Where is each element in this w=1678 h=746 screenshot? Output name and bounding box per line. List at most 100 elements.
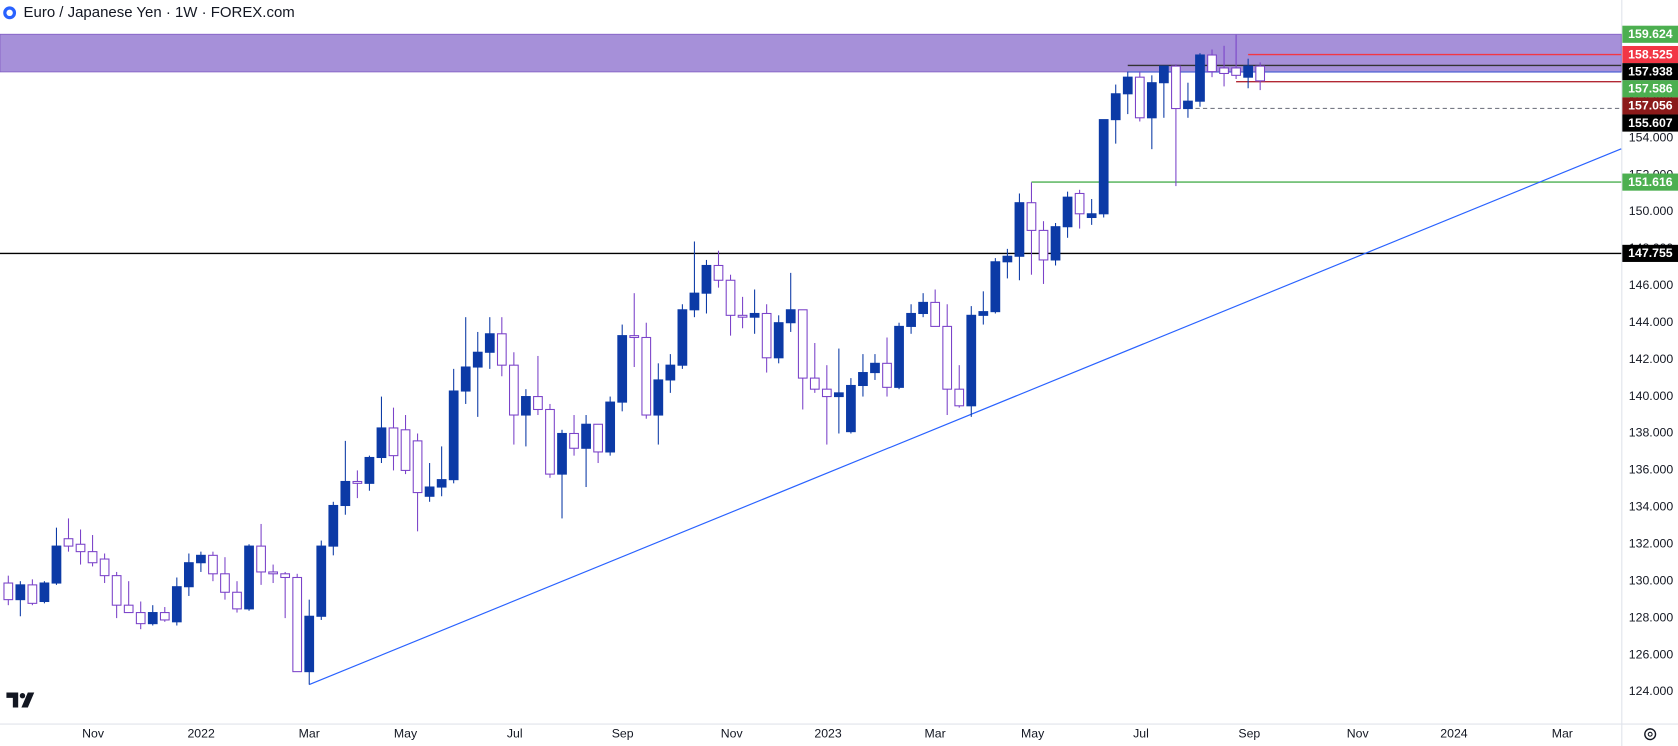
candle-body xyxy=(268,571,278,575)
price-label-bg xyxy=(1622,63,1678,81)
plot xyxy=(0,33,1622,686)
trendline xyxy=(309,148,1622,686)
candle-body xyxy=(1183,100,1193,110)
y-tick-label: 150.000 xyxy=(1629,204,1674,218)
candle-body xyxy=(701,264,712,294)
candle-body xyxy=(846,384,856,433)
x-tick-label: 2023 xyxy=(814,726,842,740)
candle-body xyxy=(63,538,74,547)
candle-body xyxy=(593,423,603,453)
candle-body xyxy=(545,408,555,475)
candle-body xyxy=(930,301,941,327)
candle-body xyxy=(208,554,218,575)
candle-body xyxy=(1171,65,1181,110)
candle-body xyxy=(196,554,206,564)
symbol-icon xyxy=(6,9,13,17)
candle-body xyxy=(159,612,170,621)
x-tick-label: Nov xyxy=(82,726,105,740)
candle-body xyxy=(713,264,724,281)
candle-body xyxy=(1038,229,1049,261)
candle-body xyxy=(557,432,567,475)
x-tick-label: 2022 xyxy=(187,726,215,740)
x-tick-label: Mar xyxy=(1552,726,1573,740)
x-tick-label: Nov xyxy=(1347,726,1370,740)
x-tick-label: Mar xyxy=(925,726,946,740)
y-tick-label: 154.000 xyxy=(1629,130,1674,144)
candle-body xyxy=(653,379,664,416)
candle-body xyxy=(954,388,965,407)
y-tick-label: 146.000 xyxy=(1629,278,1674,292)
candle-body xyxy=(833,392,844,398)
candle-body xyxy=(1122,76,1133,95)
price-label-bg xyxy=(1622,25,1678,43)
y-tick-label: 138.000 xyxy=(1629,426,1674,440)
candle-body xyxy=(858,372,868,387)
candle-body xyxy=(352,480,363,484)
candle-body xyxy=(641,336,652,416)
candle-body xyxy=(749,312,760,318)
candle-body xyxy=(978,311,989,316)
header: Euro / Japanese Yen · 1W · FOREX.com xyxy=(0,0,322,26)
candle-body xyxy=(569,432,579,449)
y-tick-label: 142.000 xyxy=(1629,352,1674,366)
settings[interactable] xyxy=(1644,728,1657,741)
y-tick-label: 132.000 xyxy=(1629,537,1674,551)
candle-body xyxy=(27,584,38,604)
candle-body xyxy=(424,486,435,497)
candle-body xyxy=(1014,202,1025,257)
candle-body xyxy=(605,401,616,453)
candle-body xyxy=(533,396,543,411)
candle-body xyxy=(1134,76,1145,119)
y-tick-label: 130.000 xyxy=(1629,573,1674,587)
candle-body xyxy=(388,427,399,457)
x-tick-label: Sep xyxy=(612,726,634,740)
candle-body xyxy=(135,612,146,625)
y-tick-label: 128.000 xyxy=(1629,610,1674,624)
x-tick-label: Jul xyxy=(507,726,523,740)
candle-body xyxy=(761,312,772,359)
candle-body xyxy=(364,456,375,484)
candle-body xyxy=(328,504,339,547)
candle-body xyxy=(39,582,50,603)
candle-body xyxy=(244,545,254,610)
logo xyxy=(6,692,35,708)
candle-body xyxy=(87,551,98,564)
candle-body xyxy=(220,573,230,593)
candle-body xyxy=(942,325,953,390)
candle-body xyxy=(990,261,1001,313)
price-label: 157.056 xyxy=(1628,99,1673,113)
price-label: 158.525 xyxy=(1628,47,1673,61)
candle-body xyxy=(629,335,640,339)
candle-body xyxy=(232,591,242,610)
candle-body xyxy=(412,440,423,494)
price-label-bg xyxy=(1622,45,1678,64)
candle-body xyxy=(1110,93,1121,121)
settings-icon[interactable] xyxy=(1644,728,1657,741)
price-label: 155.607 xyxy=(1628,116,1673,130)
x-tick-label: May xyxy=(394,726,418,740)
price-label-bg xyxy=(1622,80,1678,98)
candle-body xyxy=(1255,65,1266,82)
logo-mark xyxy=(19,693,26,699)
price-label-bg xyxy=(1622,173,1678,191)
y-tick-label: 126.000 xyxy=(1629,647,1674,661)
candle-body xyxy=(677,309,688,366)
x-tick-label: Nov xyxy=(721,726,744,740)
settings-icon[interactable] xyxy=(1647,731,1653,737)
candle-body xyxy=(376,427,387,459)
x-tick-label: 2024 xyxy=(1440,726,1468,740)
candle-body xyxy=(797,309,808,379)
candle-body xyxy=(906,312,916,327)
candle-body xyxy=(870,362,880,374)
candle-body xyxy=(75,543,86,553)
price-label: 147.755 xyxy=(1628,246,1673,260)
candle-body xyxy=(809,377,820,390)
candle-body xyxy=(436,479,447,488)
x-tick-label: Sep xyxy=(1238,726,1260,740)
candle-body xyxy=(111,575,122,606)
x-tick-label: May xyxy=(1021,726,1045,740)
candle-body xyxy=(1231,67,1241,76)
candle-body xyxy=(1086,213,1097,219)
candle-body xyxy=(484,333,495,353)
